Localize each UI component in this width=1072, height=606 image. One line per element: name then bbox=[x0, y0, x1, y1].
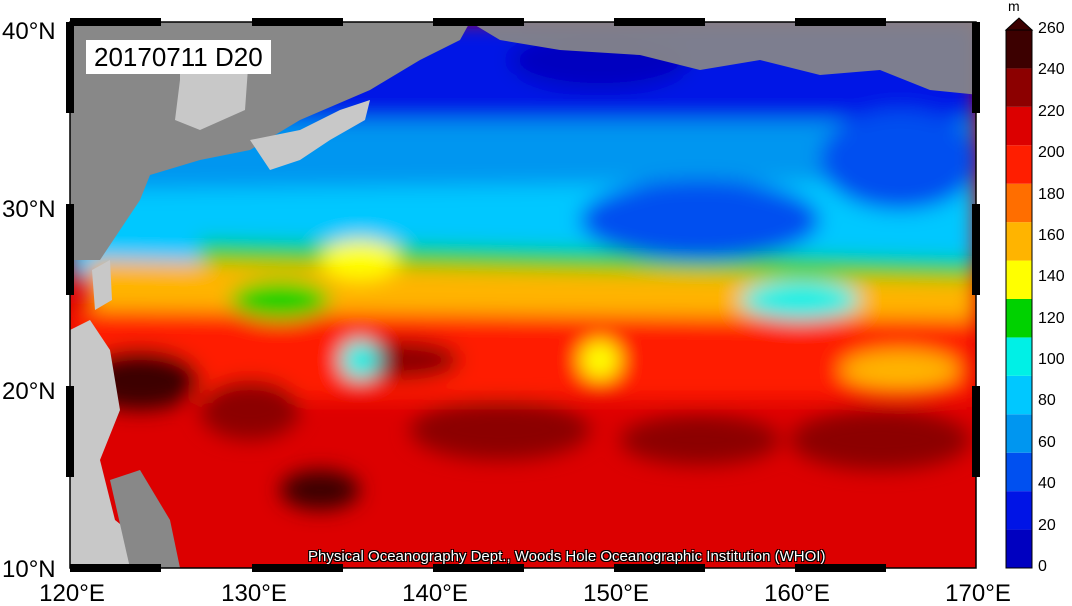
colorbar-tick-label: 160 bbox=[1038, 226, 1065, 244]
colorbar-tick-label: 20 bbox=[1038, 516, 1056, 534]
colorbar-swatch bbox=[1006, 491, 1032, 530]
lon-label-170: 170°E bbox=[945, 580, 1011, 606]
colorbar-swatch bbox=[1006, 222, 1032, 261]
colorbar-tick-label: 200 bbox=[1038, 144, 1065, 162]
colorbar-tick-label: 120 bbox=[1038, 309, 1065, 327]
colorbar-swatch bbox=[1006, 106, 1032, 146]
colorbar-tick-label: 220 bbox=[1038, 102, 1065, 120]
lat-label-20: 20°N bbox=[2, 378, 56, 405]
colorbar-tick-label: 240 bbox=[1038, 61, 1065, 79]
colorbar-swatch bbox=[1006, 145, 1032, 184]
colorbar-tick-label: 60 bbox=[1038, 433, 1056, 451]
colorbar bbox=[1004, 17, 1034, 569]
colorbar-tick-label: 140 bbox=[1038, 268, 1065, 286]
credit-text: Physical Oceanography Dept., Woods Hole … bbox=[308, 548, 826, 565]
colorbar-unit: m bbox=[1008, 0, 1020, 14]
lat-label-10: 10°N bbox=[2, 556, 56, 583]
lon-label-150: 150°E bbox=[583, 580, 649, 606]
colorbar-swatch bbox=[1006, 299, 1032, 338]
colorbar-tick-label: 0 bbox=[1038, 558, 1047, 575]
colorbar-swatch bbox=[1006, 375, 1032, 415]
map-border-ticks bbox=[66, 18, 980, 572]
colorbar-swatch bbox=[1006, 452, 1032, 492]
colorbar-tick-label: 80 bbox=[1038, 392, 1056, 410]
colorbar-swatch bbox=[1006, 529, 1032, 568]
lat-label-30: 30°N bbox=[2, 196, 56, 223]
colorbar-tick-label: 100 bbox=[1038, 351, 1065, 369]
lon-label-140: 140°E bbox=[402, 580, 468, 606]
lon-label-160: 160°E bbox=[764, 580, 830, 606]
lon-label-130: 130°E bbox=[221, 580, 287, 606]
colorbar-swatch bbox=[1006, 183, 1032, 223]
lon-label-120: 120°E bbox=[39, 580, 105, 606]
colorbar-tick-label: 40 bbox=[1038, 475, 1056, 493]
land-masses bbox=[70, 22, 976, 568]
colorbar-swatch bbox=[1006, 260, 1032, 299]
ocean-field bbox=[70, 22, 976, 568]
colorbar-tick-label: 260 bbox=[1038, 20, 1065, 37]
date-label: 20170711 D20 bbox=[86, 40, 271, 74]
colorbar-swatch bbox=[1006, 337, 1032, 376]
lat-label-40: 40°N bbox=[2, 18, 56, 45]
colorbar-frame bbox=[1005, 29, 1033, 569]
colorbar-swatch bbox=[1006, 414, 1032, 453]
colorbar-arrow bbox=[1004, 17, 1034, 31]
colorbar-tick-label: 180 bbox=[1038, 185, 1065, 203]
colorbar-swatch bbox=[1006, 68, 1032, 107]
colorbar-swatch bbox=[1006, 30, 1032, 69]
